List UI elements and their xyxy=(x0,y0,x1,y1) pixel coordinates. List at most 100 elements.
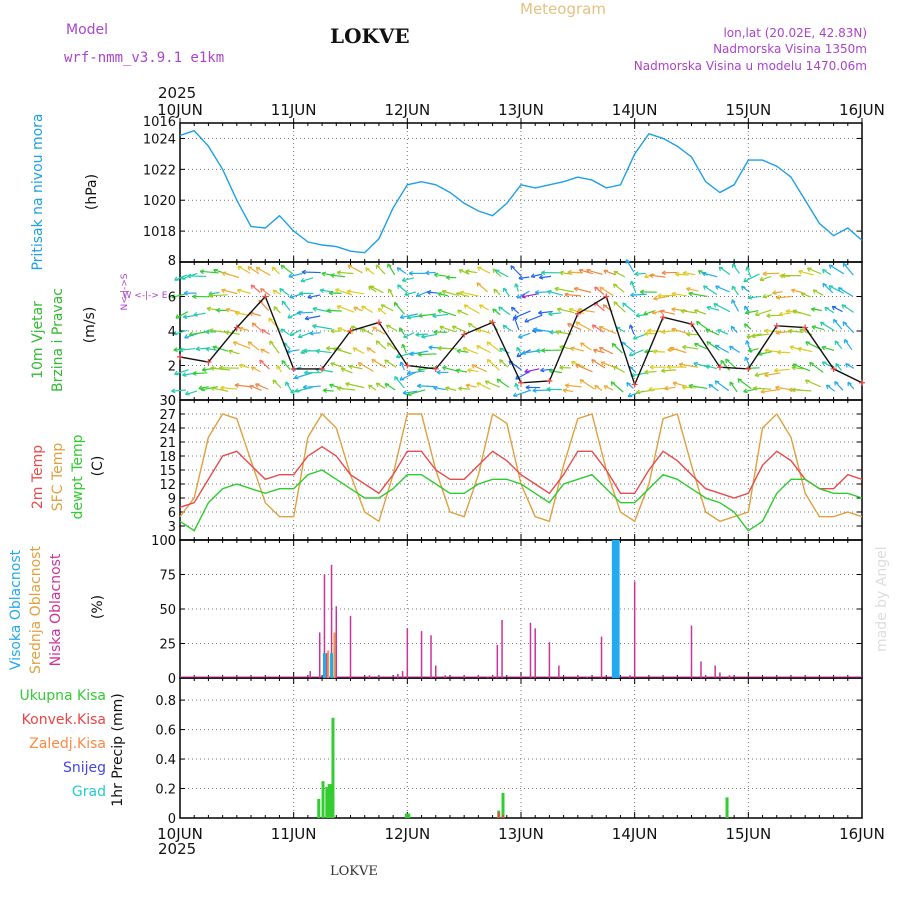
wind-arrow xyxy=(221,271,240,279)
wind-gust-marker xyxy=(546,378,553,385)
wind-arrow-head xyxy=(521,350,526,354)
wind-arrow-head xyxy=(315,348,321,352)
day-label-top: 14JUN xyxy=(612,101,658,119)
wind-arrow-head xyxy=(824,306,830,309)
wind-arrow xyxy=(792,309,812,317)
wind-arrow-head xyxy=(376,340,381,343)
wind-arrow xyxy=(404,291,417,296)
wind-arrow-head xyxy=(346,289,352,292)
wind-arrow-head xyxy=(288,273,293,278)
wind-arrow xyxy=(330,362,344,369)
wind-arrow xyxy=(294,372,313,379)
ytick-label-temperature: 12 xyxy=(159,478,176,493)
ytick-label-temperature: 21 xyxy=(159,436,176,451)
wind-arrow xyxy=(621,341,635,353)
wind-arrow-head xyxy=(729,345,734,348)
wind-arrow-head xyxy=(748,347,752,352)
wind-arrow-head xyxy=(820,321,825,324)
wind-arrow-head xyxy=(680,308,685,312)
wind-arrow xyxy=(694,309,707,315)
wind-arrow-head xyxy=(762,293,766,298)
wind-arrow xyxy=(298,331,312,338)
wind-arrow xyxy=(486,341,501,353)
wind-arrow-head xyxy=(791,387,796,391)
wind-arrow-head xyxy=(476,282,482,285)
wind-arrow xyxy=(579,379,595,390)
wind-arrow-head xyxy=(436,369,441,373)
wind-arrow-head xyxy=(256,266,261,269)
wind-arrow xyxy=(798,270,814,276)
wind-arrow-head xyxy=(745,356,749,361)
wind-arrow-head xyxy=(621,341,627,345)
wind-arrow xyxy=(762,272,780,275)
wind-arrow xyxy=(718,266,731,275)
wind-gust-marker xyxy=(319,365,326,372)
wind-arrow-head xyxy=(743,388,747,393)
wind-unit: (m/s) xyxy=(82,307,98,344)
wind-arrow xyxy=(841,304,855,313)
wind-arrow-head xyxy=(388,288,393,292)
cloud-bar-niska xyxy=(633,581,636,678)
wind-arrow xyxy=(476,328,491,334)
wind-arrow-head xyxy=(644,273,648,278)
wind-gust-marker xyxy=(745,365,752,372)
wind-arrow xyxy=(549,369,562,374)
wind-arrow-head xyxy=(540,367,545,372)
wind-arrow-head xyxy=(192,370,197,375)
wind-gust-marker xyxy=(290,365,297,372)
wind-arrow-head xyxy=(401,277,406,282)
wind-arrow xyxy=(476,382,491,390)
wind-arrow-head xyxy=(731,299,736,303)
wind-compass: W <-|-> E xyxy=(123,291,168,301)
wind-arrow-head xyxy=(592,324,597,327)
wind-arrow xyxy=(751,333,770,338)
temp-2m-line xyxy=(179,445,863,508)
wind-arrow-head xyxy=(651,309,656,314)
wind-arrow xyxy=(249,385,262,391)
cloud-bar-niska xyxy=(690,625,693,678)
wind-arrow-head xyxy=(376,382,381,385)
wind-arrow-head xyxy=(171,294,175,298)
wind-arrow xyxy=(337,271,354,275)
wind-arrow-head xyxy=(220,385,225,389)
wind-arrow xyxy=(432,313,449,317)
wind-arrow xyxy=(193,312,206,316)
wind-arrow-head xyxy=(708,383,714,386)
wind-arrow xyxy=(409,350,429,356)
cloud-bar-visoka xyxy=(611,540,615,678)
wind-arrow xyxy=(567,271,584,274)
wind-arrow xyxy=(418,353,437,356)
wind-arrow xyxy=(477,266,491,274)
wind-arrow xyxy=(427,291,438,294)
wind-arrow-head xyxy=(493,288,498,292)
wind-arrow-head xyxy=(182,314,187,318)
wind-arrow xyxy=(185,390,198,396)
wind-arrow xyxy=(629,349,644,357)
ytick-label-temperature: 27 xyxy=(159,408,176,423)
cloud-bar-niska xyxy=(629,675,631,678)
wind-gust-marker xyxy=(461,331,468,338)
day-label-top: 15JUN xyxy=(725,101,771,119)
wind-arrow xyxy=(345,382,365,389)
wind-arrow-head xyxy=(503,287,508,291)
wind-arrow-head xyxy=(671,291,676,295)
wind-arrow-head xyxy=(626,259,630,263)
wind-arrow xyxy=(347,290,365,295)
wind-arrow-head xyxy=(289,294,293,298)
cloud-bar-niska xyxy=(728,675,731,678)
wind-arrow-head xyxy=(208,293,213,297)
wind-arrow xyxy=(776,295,792,299)
footer-station: LOKVE xyxy=(330,864,378,879)
wind-arrow xyxy=(399,371,416,381)
precip-legend-1: Konvek.Kisa xyxy=(22,712,106,728)
wind-arrow-head xyxy=(562,388,568,391)
wind-arrow xyxy=(682,271,696,276)
wind-arrow-head xyxy=(336,270,342,273)
wind-arrow xyxy=(715,285,730,293)
wind-arrow xyxy=(720,359,731,371)
wind-arrow-head xyxy=(370,285,375,288)
wind-arrow xyxy=(831,305,843,313)
wind-ylabel-2: Brzina i Pravac xyxy=(50,288,66,392)
wind-arrow-head xyxy=(762,271,767,275)
wind-arrow-head xyxy=(458,386,463,389)
